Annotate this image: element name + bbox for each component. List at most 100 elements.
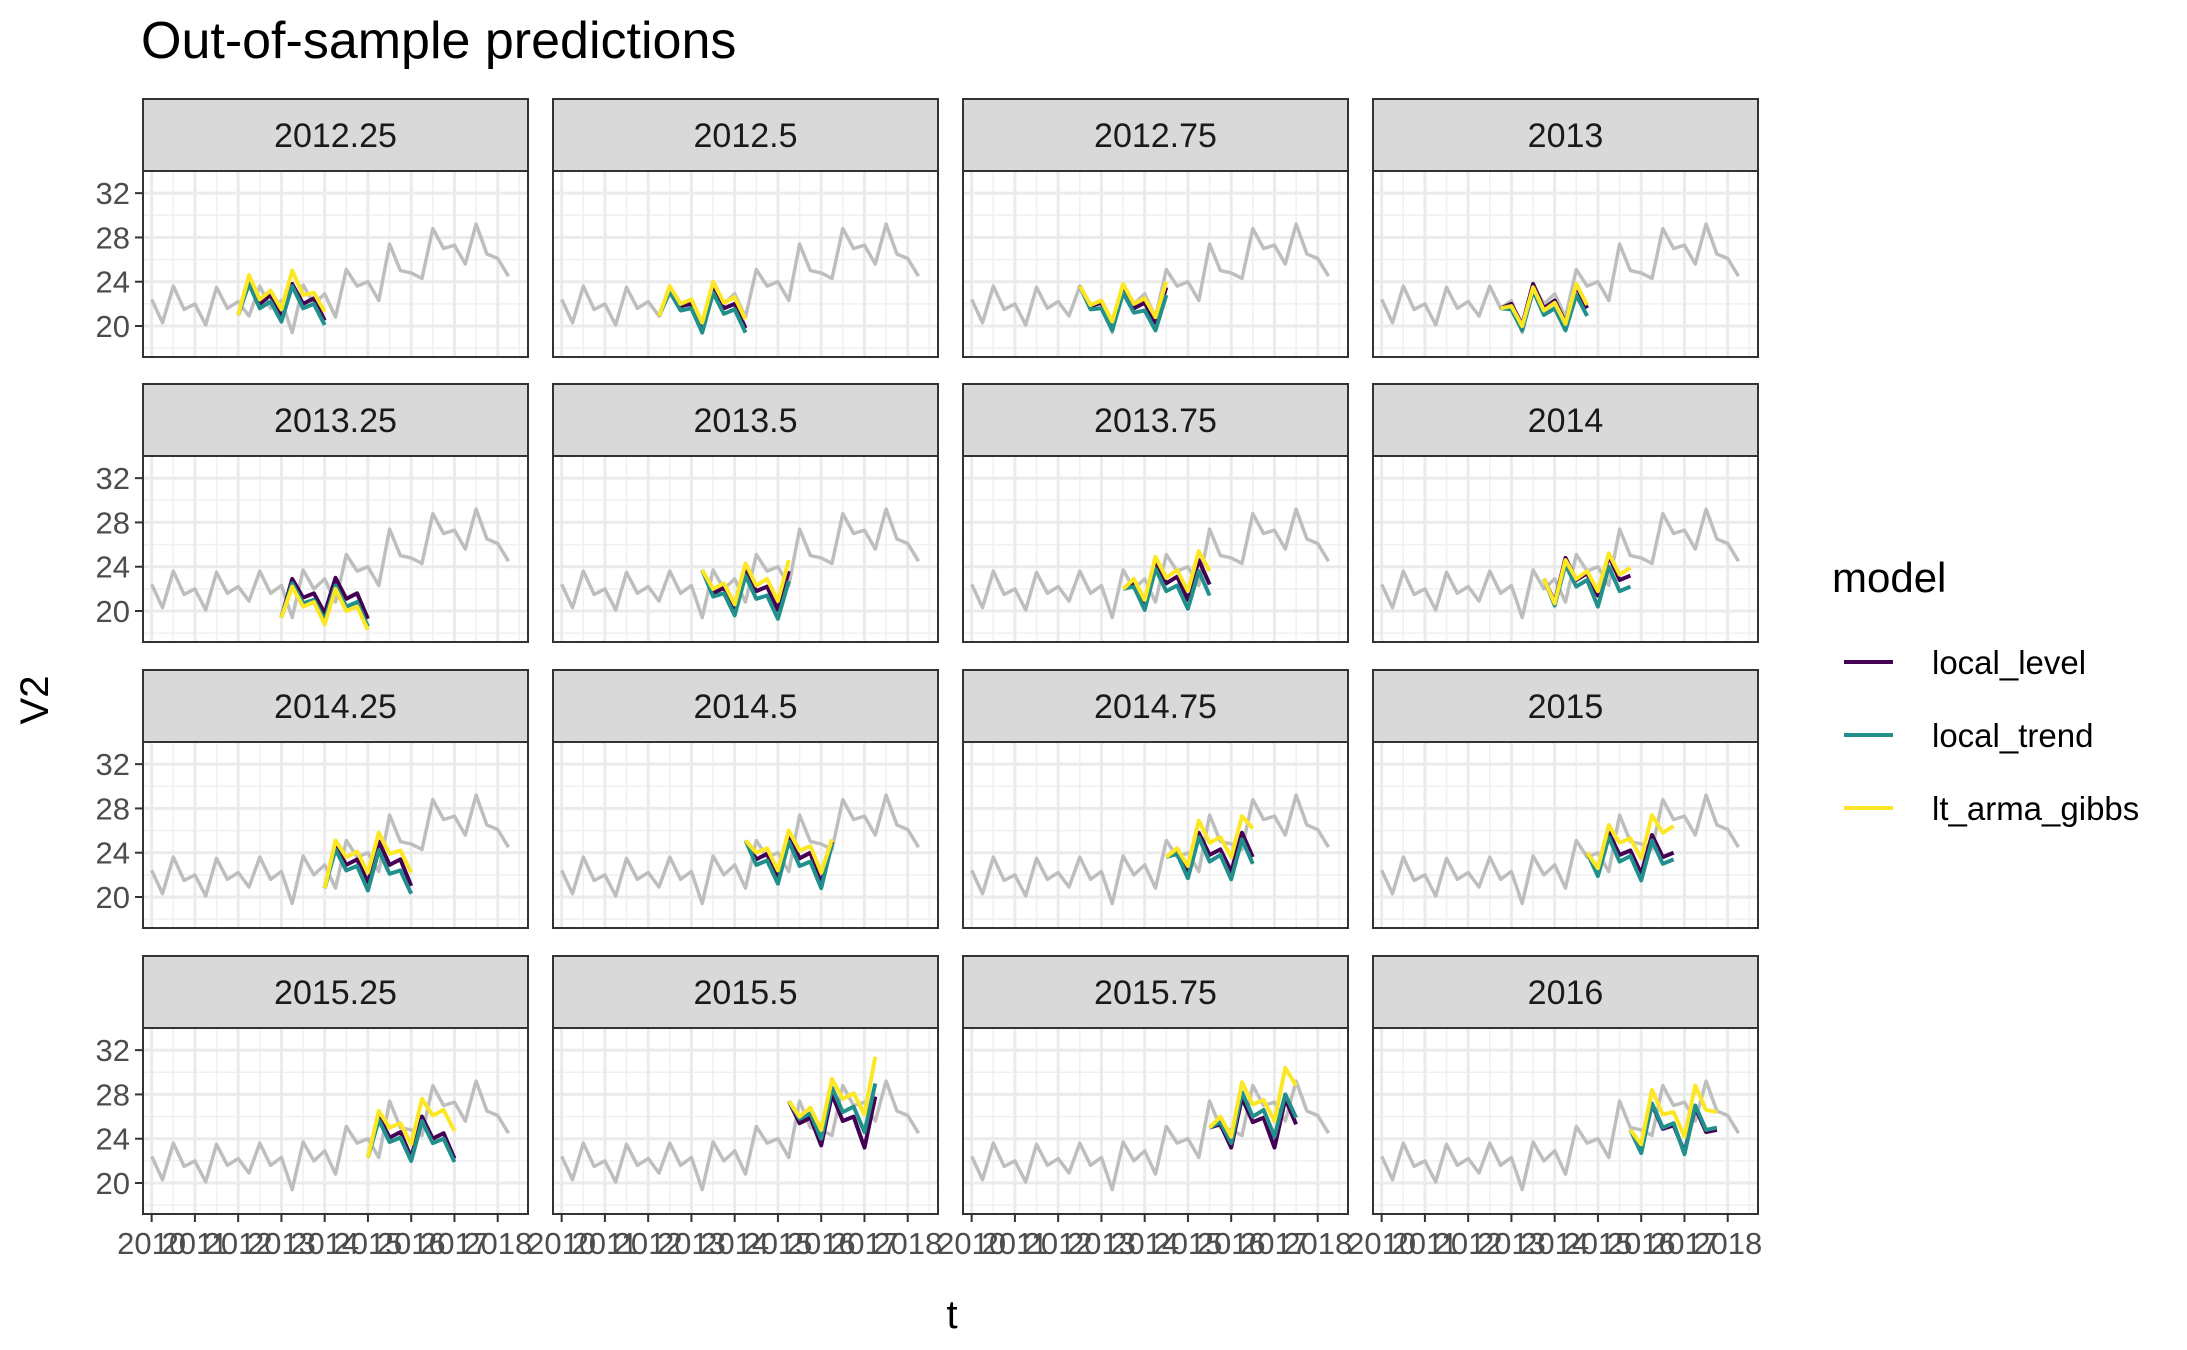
series-line-local-trend xyxy=(1122,566,1212,612)
series-line-local-trend xyxy=(700,569,791,621)
x-tick-label: 2010 xyxy=(937,1226,1006,1261)
y-tick-label: 32 xyxy=(96,461,130,496)
facet-strip-label: 2014.75 xyxy=(1094,688,1217,726)
panel-border xyxy=(552,741,939,929)
y-tick-label: 20 xyxy=(96,1166,130,1201)
series-line-local-trend xyxy=(322,847,414,895)
y-tick-label: 24 xyxy=(96,836,130,871)
panel-border xyxy=(1372,170,1759,358)
x-tick-label: 2011 xyxy=(982,1226,1049,1261)
actual-series-line xyxy=(150,793,510,906)
x-tick-label: 2013 xyxy=(1067,1226,1136,1261)
panel-border xyxy=(962,170,1349,358)
series-line-lt-arma-gibbs xyxy=(657,279,748,325)
facet-strip-label: 2012.75 xyxy=(1094,117,1217,155)
panel-background xyxy=(963,1028,1348,1214)
y-tick-label: 28 xyxy=(96,505,130,540)
x-tick-label: 2015 xyxy=(1563,1226,1632,1261)
facet-strip-label: 2013.25 xyxy=(274,402,397,440)
x-tick-label: 2014 xyxy=(1110,1226,1179,1261)
panel-border xyxy=(962,741,1349,929)
x-tick-label: 2013 xyxy=(657,1226,726,1261)
series-line-lt-arma-gibbs xyxy=(365,1096,457,1158)
x-tick-label: 2017 xyxy=(830,1226,899,1261)
x-tick-label: 2018 xyxy=(873,1226,942,1261)
panel-border xyxy=(962,455,1349,643)
facet-panel: 2014 xyxy=(1372,383,1759,643)
x-tick-label: 2014 xyxy=(1520,1226,1589,1261)
series-line-local-trend xyxy=(1628,1101,1718,1157)
series-line-lt-arma-gibbs xyxy=(1165,814,1255,868)
panel-border xyxy=(1372,455,1759,643)
facet-strip-label: 2015.5 xyxy=(694,974,798,1012)
facet-strip-label: 2013.75 xyxy=(1094,402,1217,440)
series-line-local-trend xyxy=(365,1117,457,1163)
facet-strip-label: 2014 xyxy=(1528,402,1604,440)
x-axis-label: t xyxy=(946,1293,957,1337)
facet-strip xyxy=(552,669,939,743)
facet-strip xyxy=(962,98,1349,172)
panel-border xyxy=(142,170,529,358)
y-tick-label: 28 xyxy=(96,791,130,826)
panel-background xyxy=(963,742,1348,928)
panel-border xyxy=(142,741,529,929)
panel-border xyxy=(1372,741,1759,929)
facet-strip xyxy=(142,669,529,743)
facet-panels: 2012.25 20 24 28 32 2012.5 2012.75 2013 2013.25 2… xyxy=(96,98,1762,1261)
x-tick-label: 2010 xyxy=(527,1226,596,1261)
y-tick-label: 24 xyxy=(96,265,130,300)
legend-label: local_level xyxy=(1932,644,2086,681)
x-tick-label: 2018 xyxy=(1283,1226,1352,1261)
legend-label: local_trend xyxy=(1932,717,2093,754)
facet-strip xyxy=(962,383,1349,457)
x-tick-label: 2011 xyxy=(572,1226,639,1261)
facet-panel: 2012.75 xyxy=(962,98,1349,358)
panel-border xyxy=(962,1027,1349,1215)
x-tick-label: 2014 xyxy=(700,1226,769,1261)
chart-title: Out-of-sample predictions xyxy=(141,12,736,70)
legend: model local_level local_trend lt_arma_gibb… xyxy=(1832,554,2139,827)
y-axis-label: V2 xyxy=(13,676,57,725)
x-tick-label: 2017 xyxy=(1240,1226,1309,1261)
x-tick-label: 2016 xyxy=(1197,1226,1266,1261)
x-tick-label: 2014 xyxy=(290,1226,359,1261)
x-tick-label: 2015 xyxy=(743,1226,812,1261)
legend-label: lt_arma_gibbs xyxy=(1932,790,2139,827)
facet-strip-label: 2015 xyxy=(1528,688,1604,726)
y-tick-label: 24 xyxy=(96,1122,130,1157)
panel-background xyxy=(553,742,938,928)
panel-background xyxy=(143,742,528,928)
panel-background xyxy=(963,456,1348,642)
x-tick-label: 2012 xyxy=(204,1226,273,1261)
x-tick-label: 2012 xyxy=(1434,1226,1503,1261)
y-tick-label: 32 xyxy=(96,176,130,211)
panel-background xyxy=(553,1028,938,1214)
series-line-local-trend xyxy=(1077,285,1169,333)
panel-background xyxy=(143,456,528,642)
x-tick-label: 2016 xyxy=(1607,1226,1676,1261)
x-tick-label: 2013 xyxy=(247,1226,316,1261)
x-tick-label: 2013 xyxy=(1477,1226,1546,1261)
facet-strip xyxy=(142,98,529,172)
series-line-local-trend xyxy=(743,839,834,891)
series-line-local-level xyxy=(279,575,370,620)
series-line-lt-arma-gibbs xyxy=(322,830,413,889)
legend-title: model xyxy=(1832,554,1946,601)
series-line-lt-arma-gibbs xyxy=(1500,281,1589,328)
facet-strip-label: 2015.25 xyxy=(274,974,397,1012)
facet-strip-label: 2012.5 xyxy=(694,117,798,155)
facet-panel: 2014.75 xyxy=(962,669,1349,929)
actual-series-line xyxy=(970,1079,1330,1192)
actual-series-line xyxy=(970,793,1330,906)
series-line-lt-arma-gibbs xyxy=(744,828,834,875)
series-line-lt-arma-gibbs xyxy=(279,584,370,631)
facet-strip-label: 2012.25 xyxy=(274,117,397,155)
series-line-lt-arma-gibbs xyxy=(787,1056,878,1132)
x-tick-label: 2018 xyxy=(463,1226,532,1261)
y-tick-label: 20 xyxy=(96,880,130,915)
x-tick-label: 2017 xyxy=(1650,1226,1719,1261)
y-tick-label: 28 xyxy=(96,220,130,255)
facet-strip xyxy=(1372,383,1759,457)
